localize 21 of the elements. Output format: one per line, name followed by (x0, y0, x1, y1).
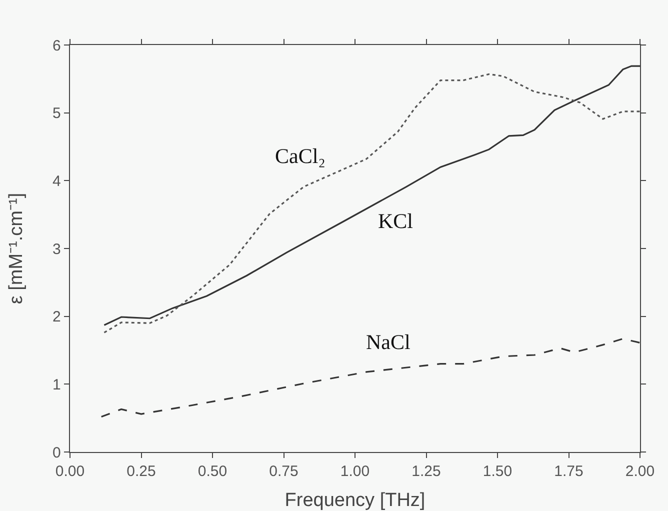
x-tick-label: 1.00 (340, 463, 370, 480)
series-label: KCl (378, 209, 414, 233)
x-tick-label: 1.25 (412, 463, 441, 480)
x-tick-label: 0.25 (126, 463, 156, 480)
x-tick-label: 2.00 (625, 463, 655, 480)
y-tick-label: 2 (52, 308, 61, 326)
x-tick-label: 1.50 (482, 463, 512, 480)
y-tick-label: 6 (52, 37, 61, 54)
y-axis-title: ε [mM⁻¹.cm⁻¹] (6, 192, 27, 304)
x-tick-label: 1.75 (554, 463, 584, 480)
x-tick-label: 0.50 (198, 463, 228, 480)
y-tick-label: 4 (52, 172, 61, 190)
x-tick-label: 0.00 (55, 463, 85, 480)
x-axis-title: Frequency [THz] (284, 490, 426, 511)
series-label: CaCl₂ (275, 144, 326, 168)
y-tick-label: 5 (52, 105, 61, 122)
series-label: NaCl (366, 330, 410, 354)
y-tick-label: 3 (52, 240, 61, 258)
x-tick-label: 0.75 (269, 463, 298, 480)
y-tick-label: 0 (52, 444, 61, 462)
y-tick-label: 1 (52, 376, 61, 394)
